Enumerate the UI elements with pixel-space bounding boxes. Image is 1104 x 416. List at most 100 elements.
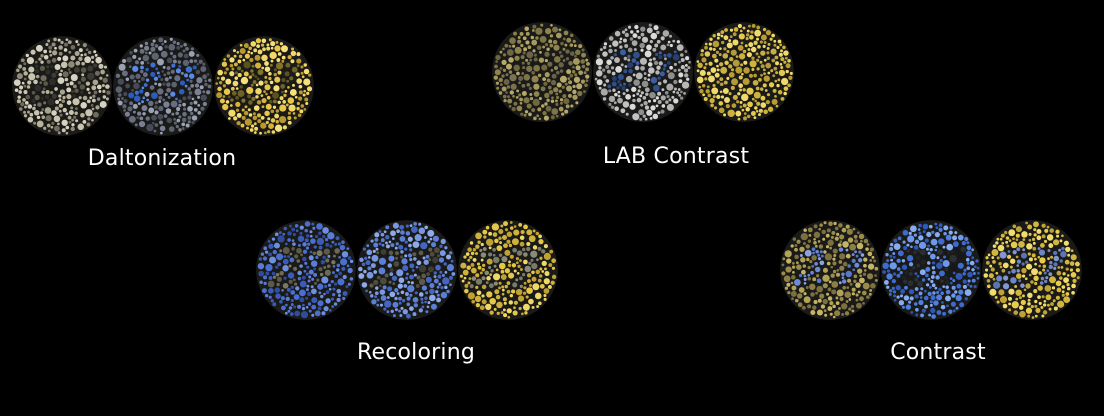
plate-dot bbox=[479, 271, 483, 275]
plate-dot bbox=[504, 268, 511, 274]
plate-dot bbox=[669, 65, 673, 70]
plate-dot bbox=[292, 242, 296, 246]
plate-dot bbox=[526, 51, 534, 59]
plate-dot bbox=[367, 266, 372, 271]
plate-dot bbox=[196, 53, 200, 57]
plate-dot bbox=[334, 242, 338, 246]
plate-dot bbox=[794, 243, 798, 247]
plate-dot bbox=[409, 274, 414, 280]
plate-dot bbox=[376, 251, 380, 255]
plate-dot bbox=[391, 275, 398, 281]
plate-dot bbox=[849, 282, 853, 286]
plate-dot bbox=[500, 269, 505, 274]
plate-dot bbox=[957, 253, 963, 260]
plate-dot bbox=[264, 80, 268, 84]
plate-dot bbox=[558, 62, 564, 68]
plate-dot bbox=[720, 34, 724, 38]
plate-dot bbox=[176, 46, 181, 50]
plate-dot bbox=[132, 65, 139, 72]
plate-dot bbox=[294, 224, 299, 228]
plate-dot bbox=[387, 263, 392, 268]
plate-dot bbox=[517, 295, 525, 302]
plate-dot bbox=[265, 264, 273, 272]
plate-dot bbox=[383, 307, 387, 311]
plate-dot bbox=[428, 258, 432, 261]
plate-dot bbox=[838, 307, 841, 310]
plate-dot bbox=[216, 76, 220, 80]
plate-dot bbox=[696, 69, 700, 73]
plate-dot bbox=[515, 257, 520, 261]
plate-dot bbox=[950, 250, 954, 254]
plate-dot bbox=[347, 267, 353, 274]
plate-dot bbox=[363, 269, 367, 274]
plate-dot bbox=[652, 57, 656, 61]
plate-dot bbox=[82, 43, 87, 48]
plate-dot bbox=[969, 284, 973, 288]
plate-dot bbox=[710, 67, 717, 74]
plate-dot bbox=[164, 93, 168, 97]
plate-dot bbox=[839, 234, 845, 240]
plate-dot bbox=[492, 253, 496, 257]
plate-dot bbox=[310, 260, 318, 267]
plate-dot bbox=[844, 291, 852, 299]
plate-dot bbox=[544, 92, 550, 99]
plate-dot bbox=[678, 60, 681, 64]
plate-dot bbox=[782, 257, 786, 261]
plate-dot bbox=[1062, 272, 1066, 276]
plate-dot bbox=[376, 298, 380, 302]
plate-dot bbox=[1060, 250, 1067, 258]
plate-dot bbox=[723, 35, 729, 41]
plate-dot bbox=[792, 237, 797, 241]
plate-dot bbox=[728, 92, 732, 96]
plate-dot bbox=[162, 82, 166, 86]
plate-dot bbox=[936, 256, 940, 260]
plate-dot bbox=[901, 283, 905, 287]
plate-dot bbox=[792, 271, 795, 274]
plate-dot bbox=[575, 65, 581, 71]
plate-dot bbox=[27, 110, 30, 114]
plate-dot bbox=[863, 257, 868, 262]
plate-dot bbox=[855, 254, 859, 258]
plate-dot bbox=[666, 103, 674, 111]
plate-dot bbox=[1034, 314, 1038, 318]
plate-dot bbox=[811, 255, 817, 261]
plate-dot bbox=[264, 250, 269, 254]
plate-dot bbox=[666, 83, 674, 91]
plate-dot bbox=[655, 104, 659, 108]
plate-dot bbox=[399, 314, 403, 317]
plate-dot bbox=[137, 102, 141, 106]
plate-dot bbox=[392, 314, 396, 318]
plate-dot bbox=[225, 100, 230, 104]
plate-dot bbox=[633, 48, 637, 51]
plate-dot bbox=[268, 295, 272, 299]
plate-dot bbox=[807, 227, 813, 233]
plate-dot bbox=[581, 52, 586, 58]
plate-dot bbox=[475, 273, 480, 278]
plate-dot bbox=[58, 72, 63, 77]
plate-dot bbox=[947, 251, 950, 254]
plate-dot bbox=[824, 313, 828, 317]
plate-dot bbox=[517, 39, 522, 44]
plate-dot bbox=[1012, 237, 1015, 241]
plate-dot bbox=[193, 59, 198, 63]
plate-dot bbox=[320, 260, 326, 265]
plate-dot bbox=[70, 44, 76, 50]
plate-dot bbox=[771, 98, 778, 105]
plate-dot bbox=[623, 82, 626, 86]
plate-dot bbox=[121, 97, 124, 100]
plate-dot bbox=[236, 120, 241, 126]
plate-dot bbox=[539, 283, 545, 289]
plate-dot bbox=[828, 280, 832, 284]
plate-dot bbox=[1022, 274, 1026, 278]
plate-dot bbox=[564, 82, 568, 86]
plate-dot bbox=[647, 73, 651, 77]
plate-dot bbox=[57, 38, 61, 42]
plate-dot bbox=[532, 229, 536, 233]
plate-dot bbox=[501, 74, 505, 78]
plate-dot bbox=[921, 308, 926, 313]
plate-dot bbox=[518, 75, 524, 81]
plate-dot bbox=[163, 73, 167, 77]
plate-dot bbox=[858, 233, 865, 240]
plate-dot bbox=[250, 83, 254, 87]
plate-dot bbox=[318, 231, 322, 236]
